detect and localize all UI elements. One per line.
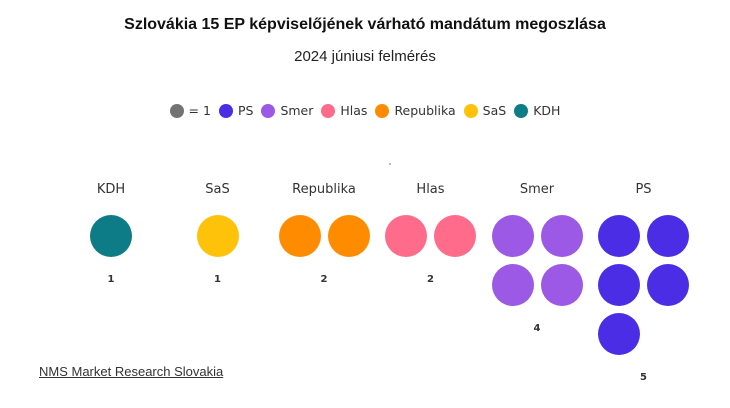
legend-dot-republika bbox=[375, 103, 390, 118]
seat-ps-3 bbox=[598, 264, 640, 306]
seat-kdh-1 bbox=[90, 215, 132, 257]
party-label-hlas: Hlas bbox=[416, 182, 445, 197]
legend-label-sas: SaS bbox=[482, 103, 507, 118]
legend-label-kdh: KDH bbox=[533, 103, 561, 118]
legend-item-republika: Republika bbox=[375, 103, 456, 118]
legend-dot-sas bbox=[463, 103, 478, 118]
seat-smer-4 bbox=[540, 264, 583, 306]
chart-subtitle: 2024 júniusi felmérés bbox=[294, 48, 436, 65]
party-label-ps: PS bbox=[635, 182, 652, 197]
legend-dot-hlas bbox=[321, 103, 336, 118]
seat-hlas-1 bbox=[385, 215, 427, 257]
count-label-republika: 2 bbox=[320, 274, 328, 285]
legend-item-kdh: KDH bbox=[514, 103, 560, 118]
seat-smer-1 bbox=[491, 215, 534, 257]
seat-ps-1 bbox=[598, 215, 640, 257]
legend-dot-smer bbox=[261, 103, 276, 118]
count-label-sas: 1 bbox=[214, 274, 221, 285]
legend-item-ps: PS bbox=[218, 103, 254, 118]
seat-ps-2 bbox=[647, 215, 689, 257]
seat-ps-4 bbox=[647, 264, 689, 306]
seat-republika-1 bbox=[278, 215, 321, 257]
legend-unit-dot bbox=[169, 103, 184, 118]
stray-dot bbox=[389, 163, 391, 165]
count-label-kdh: 1 bbox=[107, 274, 115, 285]
legend: = 1 PS Smer Hlas Republika SaS KDH bbox=[0, 103, 730, 118]
legend-item-sas: SaS bbox=[463, 103, 507, 118]
legend-item-hlas: Hlas bbox=[321, 103, 367, 118]
source-link[interactable]: NMS Market Research Slovakia bbox=[39, 364, 224, 379]
legend-dot-ps bbox=[218, 103, 233, 118]
legend-label-republika: Republika bbox=[394, 103, 456, 118]
seat-ps-5 bbox=[598, 313, 640, 355]
count-label-smer: 4 bbox=[533, 323, 541, 334]
seat-smer-2 bbox=[540, 215, 583, 257]
chart-title: Szlovákia 15 EP képviselőjének várható m… bbox=[124, 16, 606, 33]
party-label-kdh: KDH bbox=[96, 182, 126, 197]
seat-hlas-2 bbox=[434, 215, 476, 257]
legend-label-ps: PS bbox=[237, 103, 254, 118]
legend-label-smer: Smer bbox=[280, 103, 314, 118]
count-label-hlas: 2 bbox=[427, 274, 434, 285]
seat-republika-2 bbox=[327, 215, 370, 257]
count-label-ps: 5 bbox=[640, 372, 647, 383]
seat-sas-1 bbox=[196, 215, 239, 257]
party-label-republika: Republika bbox=[292, 182, 356, 197]
legend-unit: = 1 bbox=[169, 103, 211, 118]
party-label-smer: Smer bbox=[519, 182, 555, 197]
legend-unit-label: = 1 bbox=[188, 103, 211, 118]
legend-label-hlas: Hlas bbox=[340, 103, 368, 118]
legend-item-smer: Smer bbox=[261, 103, 313, 118]
party-label-sas: SaS bbox=[205, 182, 230, 197]
seat-smer-3 bbox=[491, 264, 534, 306]
legend-dot-kdh bbox=[514, 103, 529, 118]
